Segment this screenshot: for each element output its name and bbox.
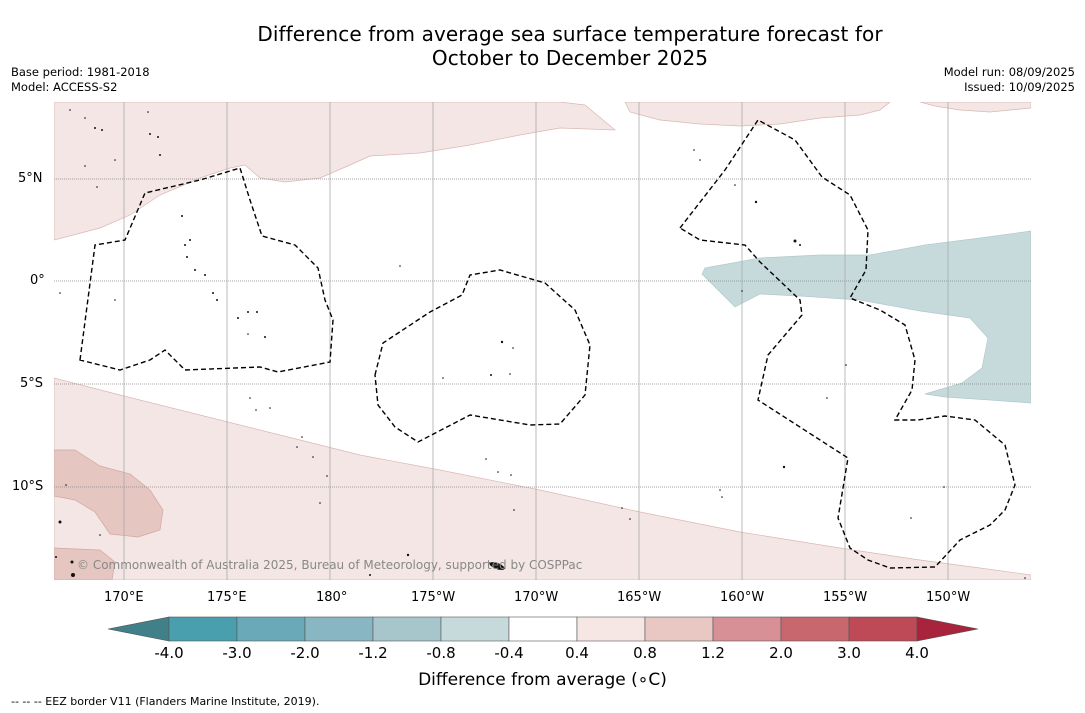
- eez-borders: [79, 119, 1016, 569]
- lon-label-180: 180°: [316, 590, 348, 605]
- cb-tick-5: -0.4: [494, 644, 524, 662]
- anomaly-region-nw: [54, 102, 617, 241]
- colorbar-segment: [236, 616, 306, 642]
- lon-label-160w: 160°W: [720, 590, 765, 605]
- lon-label-165w: 165°W: [617, 590, 662, 605]
- cb-tick-0: -4.0: [154, 644, 184, 662]
- anomaly-region-sw-warm: [54, 449, 164, 538]
- colorbar-segment: [780, 616, 850, 642]
- lat-label-5s: 5°S: [20, 376, 44, 391]
- cb-tick-4: -0.8: [426, 644, 456, 662]
- colorbar-over-arrow: [916, 616, 979, 642]
- colorbar: [107, 616, 979, 642]
- colorbar-segment: [372, 616, 442, 642]
- colorbar-segments: [168, 616, 918, 642]
- base-period: Base period: 1981-2018: [11, 65, 150, 79]
- lon-label-170e: 170°E: [104, 590, 144, 605]
- colorbar-segment: [508, 616, 578, 642]
- lon-gridlines: [123, 102, 949, 580]
- footer-note: -- -- -- EEZ border V11 (Flanders Marine…: [11, 695, 320, 708]
- cb-tick-7: 0.8: [633, 644, 657, 662]
- meta-left: Base period: 1981-2018 Model: ACCESS-S2: [11, 65, 150, 95]
- cb-tick-2: -2.0: [290, 644, 320, 662]
- colorbar-segment: [440, 616, 510, 642]
- model-run: Model run: 08/09/2025: [943, 65, 1075, 79]
- island-markers: [55, 109, 1026, 579]
- colorbar-label: Difference from average (∘C): [418, 670, 667, 690]
- colorbar-under-arrow: [107, 616, 170, 642]
- colorbar-segment: [304, 616, 374, 642]
- cb-tick-3: -1.2: [358, 644, 388, 662]
- cb-tick-1: -3.0: [222, 644, 252, 662]
- colorbar-segment: [576, 616, 646, 642]
- lon-label-170w: 170°W: [514, 590, 559, 605]
- lat-gridlines: [54, 178, 1031, 488]
- colorbar-segment: [644, 616, 714, 642]
- lon-label-155w: 155°W: [823, 590, 868, 605]
- anomaly-region-cool: [701, 230, 1031, 404]
- meta-right: Model run: 08/09/2025 Issued: 10/09/2025: [944, 65, 1075, 95]
- cb-tick-9: 2.0: [769, 644, 793, 662]
- copyright-credit: © Commonwealth of Australia 2025, Bureau…: [77, 558, 583, 572]
- colorbar-segment: [712, 616, 782, 642]
- cb-tick-10: 3.0: [837, 644, 861, 662]
- model-name: Model: ACCESS-S2: [11, 80, 118, 94]
- anomaly-region-sw-warm-2: [54, 547, 116, 580]
- lon-label-175w: 175°W: [411, 590, 456, 605]
- cb-tick-6: 0.4: [565, 644, 589, 662]
- anomaly-region-n: [624, 102, 891, 127]
- title-line-2: October to December 2025: [431, 46, 709, 70]
- lat-label-5n: 5°N: [18, 171, 43, 186]
- cb-tick-8: 1.2: [701, 644, 725, 662]
- issued-date: Issued: 10/09/2025: [964, 80, 1075, 94]
- cb-tick-11: 4.0: [905, 644, 929, 662]
- lon-label-175e: 175°E: [207, 590, 247, 605]
- eez-border-3: [678, 119, 1016, 569]
- anomaly-region-s: [54, 377, 1031, 580]
- eez-border-1: [79, 167, 334, 373]
- lon-label-150w: 150°W: [926, 590, 971, 605]
- map-title: Difference from average sea surface temp…: [0, 22, 1085, 70]
- colorbar-segment: [168, 616, 238, 642]
- eez-border-2: [374, 269, 591, 443]
- title-line-1: Difference from average sea surface temp…: [257, 22, 883, 46]
- lat-label-0: 0°: [30, 273, 45, 288]
- lat-label-10s: 10°S: [12, 479, 44, 494]
- colorbar-segment: [848, 616, 918, 642]
